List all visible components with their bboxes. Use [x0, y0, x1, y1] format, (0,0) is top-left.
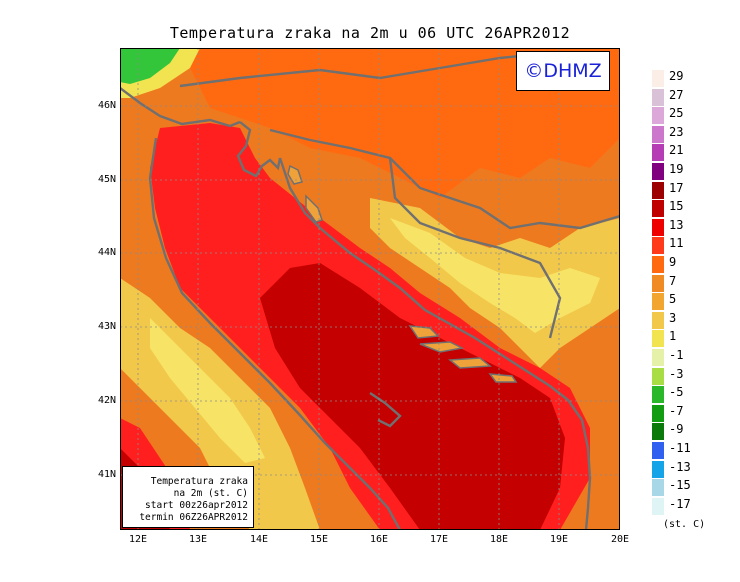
legend-label: 5: [669, 292, 677, 307]
island-pag: [305, 194, 323, 223]
legend-swatch: [652, 349, 664, 366]
lon-label: 17E: [429, 534, 449, 545]
island-hvar: [419, 341, 465, 353]
legend-swatch: [652, 460, 664, 478]
legend-label: -1: [669, 348, 684, 362]
legend-label: 17: [669, 180, 684, 195]
legend-swatch: [652, 386, 664, 404]
legend-label: 19: [669, 162, 684, 176]
coast-albania: [580, 419, 592, 530]
legend-label: -9: [669, 422, 684, 437]
legend-label: 11: [669, 236, 684, 251]
island-korcula: [448, 357, 492, 369]
legend-label: -3: [669, 366, 684, 381]
legend-swatch: [652, 200, 664, 218]
coast-dalmatia: [278, 157, 583, 421]
info-line-2: na 2m (st. C): [173, 488, 248, 499]
adriatic-deep: [260, 263, 565, 530]
lon-label: 14E: [249, 534, 269, 545]
legend-swatch: [652, 423, 664, 441]
border-bih: [388, 157, 562, 339]
info-line-3: start 00z26apr2012: [145, 500, 248, 511]
lat-label: 42N: [97, 395, 116, 406]
legend-label: -11: [669, 441, 691, 455]
coast-italy: [120, 87, 241, 128]
legend-label: 25: [669, 106, 684, 121]
legend-swatch: [652, 181, 664, 199]
legend-label: 29: [669, 69, 684, 83]
legend-label: -15: [669, 478, 691, 493]
alps-green-zone: [120, 48, 180, 84]
legend-label: 3: [669, 310, 677, 325]
legend-label: 21: [669, 143, 684, 158]
legend-label: -13: [669, 459, 691, 474]
legend-swatch: [652, 218, 664, 236]
legend-swatch: [652, 330, 664, 348]
legend-label: 27: [669, 87, 684, 102]
lat-label: 41N: [97, 469, 116, 480]
legend-swatch: [652, 125, 664, 143]
island-mljet: [488, 373, 518, 383]
legend-swatch: [652, 70, 664, 87]
legend-swatch: [652, 442, 664, 459]
legend-label: 13: [669, 217, 684, 232]
legend-label: 9: [669, 255, 677, 269]
coast-istria: [236, 121, 282, 178]
borders: [269, 128, 620, 230]
lon-label: 15E: [309, 534, 329, 545]
temperature-map: [120, 48, 620, 530]
legend-swatch: [652, 256, 664, 273]
island-brac: [408, 325, 440, 339]
apennines-peaks: [150, 318, 265, 463]
legend-label: 7: [669, 273, 677, 288]
islands: [287, 164, 518, 383]
lat-label: 43N: [97, 321, 116, 332]
map-canvas: [120, 48, 620, 530]
map-frame: [120, 48, 620, 530]
graticule: [120, 48, 620, 530]
page-title: Temperatura zraka na 2m u 06 UTC 26APR20…: [169, 24, 571, 42]
legend-label: -5: [669, 385, 684, 400]
dhmz-logo: ©DHMZ: [516, 51, 610, 91]
pannonian-warm-zone: [180, 48, 620, 198]
lat-label: 44N: [97, 247, 116, 258]
info-box: Temperatura zraka na 2m (st. C) start 00…: [122, 466, 254, 528]
lon-label: 19E: [549, 534, 569, 545]
legend-swatch: [652, 237, 664, 255]
legend-swatch: [652, 107, 664, 125]
legend-label: 23: [669, 124, 684, 139]
legend-swatch: [652, 497, 664, 515]
legend-swatch: [652, 88, 664, 106]
lon-label: 20E: [610, 534, 630, 545]
legend-swatch: [652, 144, 664, 162]
lat-label: 45N: [97, 174, 116, 185]
coastlines: [120, 50, 620, 530]
legend-swatch: [652, 274, 664, 292]
lon-label: 12E: [128, 534, 148, 545]
coast-gargano: [369, 392, 402, 428]
border-north: [179, 50, 561, 88]
lon-label: 18E: [489, 534, 509, 545]
lon-label: 16E: [369, 534, 389, 545]
legend-swatch: [652, 311, 664, 329]
legend-label: -17: [669, 496, 691, 511]
legend-label: -7: [669, 403, 684, 418]
legend-unit: (st. C): [663, 519, 706, 530]
dinaric-peaks: [390, 218, 600, 333]
info-line-4: termin 06Z26APR2012: [139, 512, 248, 523]
legend-swatch: [652, 479, 664, 497]
lat-label: 46N: [97, 100, 116, 111]
lon-label: 13E: [188, 534, 208, 545]
coast-italy-east: [148, 137, 402, 530]
island-krk: [287, 164, 303, 185]
legend-label: 1: [669, 329, 677, 344]
info-line-1: Temperatura zraka: [150, 476, 248, 487]
legend-swatch: [652, 293, 664, 311]
legend-swatch: [652, 367, 664, 385]
legend-swatch: [652, 163, 664, 180]
legend-swatch: [652, 404, 664, 422]
legend-label: 15: [669, 199, 684, 214]
